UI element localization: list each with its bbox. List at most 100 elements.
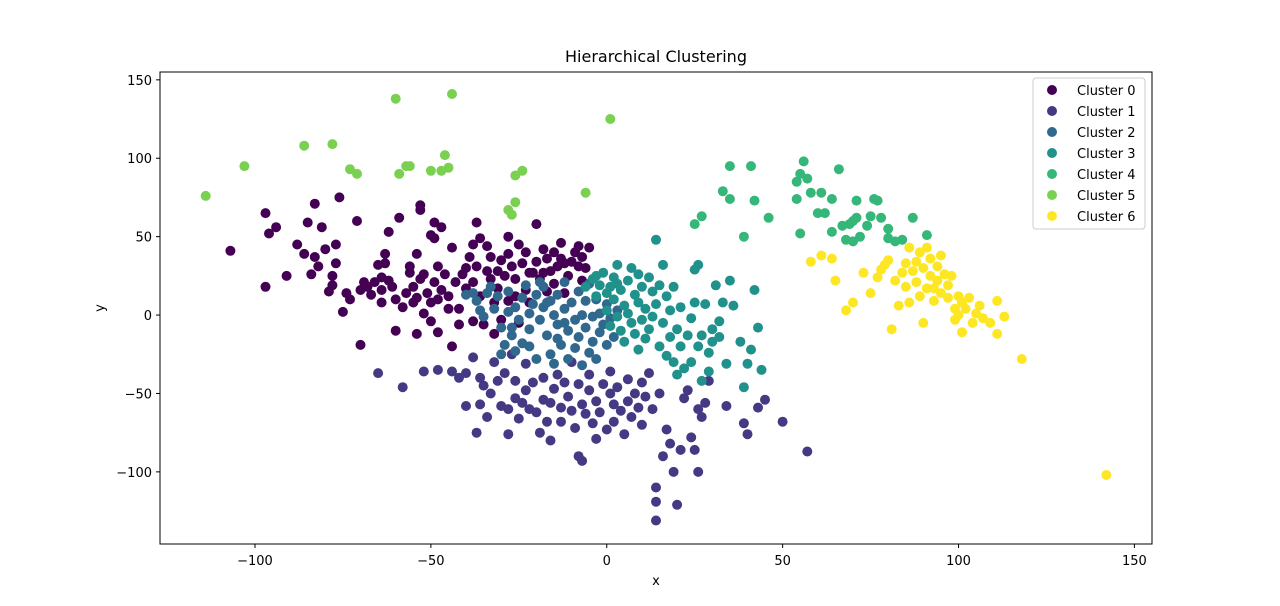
- data-point: [559, 277, 570, 288]
- data-point: [816, 250, 827, 261]
- data-point: [380, 258, 391, 269]
- data-point: [605, 388, 616, 399]
- data-point: [862, 220, 873, 231]
- data-point: [517, 292, 528, 303]
- data-point: [640, 303, 651, 314]
- data-point: [928, 295, 939, 306]
- data-point: [503, 404, 514, 415]
- data-point: [890, 275, 901, 286]
- data-point: [805, 187, 816, 198]
- data-point: [661, 291, 672, 302]
- data-point: [974, 300, 985, 311]
- x-tick-label: 100: [946, 554, 971, 569]
- data-point: [524, 308, 535, 319]
- data-point: [644, 324, 654, 335]
- data-point: [443, 303, 454, 314]
- data-point: [644, 272, 654, 283]
- data-point: [848, 297, 858, 308]
- data-point: [928, 283, 939, 294]
- data-point: [791, 194, 802, 204]
- data-point: [721, 358, 732, 369]
- data-point: [309, 198, 320, 209]
- data-point: [647, 404, 658, 415]
- data-point: [573, 241, 584, 252]
- data-point: [506, 209, 517, 220]
- data-point: [658, 451, 668, 462]
- data-point: [749, 285, 760, 295]
- data-point: [352, 216, 362, 226]
- data-point: [742, 429, 753, 440]
- data-point: [485, 252, 496, 262]
- data-point: [492, 291, 503, 302]
- data-point: [510, 375, 521, 386]
- data-point: [791, 176, 802, 187]
- data-point: [443, 162, 454, 173]
- data-point: [911, 256, 922, 267]
- data-point: [921, 230, 932, 241]
- data-point: [517, 397, 528, 408]
- data-point: [675, 341, 686, 352]
- data-point: [471, 427, 482, 438]
- data-point: [573, 286, 584, 297]
- data-point: [724, 194, 735, 204]
- data-point: [527, 299, 538, 310]
- series-4: [689, 156, 932, 247]
- data-point: [636, 314, 647, 325]
- data-point: [527, 377, 538, 388]
- data-point: [760, 394, 770, 405]
- data-point: [658, 317, 668, 328]
- data-point: [693, 466, 704, 477]
- data-point: [563, 391, 574, 402]
- data-point: [447, 242, 457, 253]
- data-point: [496, 314, 507, 325]
- data-point: [633, 344, 644, 355]
- data-point: [612, 259, 623, 270]
- data-point: [450, 277, 461, 288]
- data-point: [693, 404, 704, 415]
- data-point: [826, 253, 837, 264]
- data-point: [914, 247, 925, 258]
- data-point: [542, 330, 552, 341]
- data-point: [707, 324, 718, 335]
- legend-marker: [1047, 190, 1057, 200]
- data-point: [636, 419, 647, 430]
- data-point: [935, 250, 946, 261]
- data-point: [703, 375, 714, 386]
- data-point: [373, 368, 384, 379]
- data-point: [503, 306, 514, 317]
- data-point: [865, 211, 876, 222]
- data-point: [390, 294, 401, 305]
- data-point: [337, 306, 348, 317]
- data-point: [644, 368, 654, 379]
- data-point: [665, 305, 676, 316]
- data-point: [559, 317, 570, 328]
- data-point: [651, 299, 661, 310]
- data-point: [281, 270, 292, 281]
- data-point: [439, 150, 450, 161]
- data-point: [418, 366, 429, 377]
- data-point: [925, 270, 936, 281]
- data-point: [805, 256, 816, 267]
- series-6: [805, 242, 1112, 480]
- data-point: [1016, 354, 1027, 364]
- data-point: [756, 364, 767, 375]
- data-point: [411, 248, 422, 259]
- data-point: [626, 412, 637, 422]
- data-point: [422, 288, 433, 299]
- data-point: [802, 173, 813, 184]
- data-point: [225, 245, 236, 256]
- data-point: [668, 281, 679, 292]
- data-point: [520, 358, 531, 369]
- data-point: [964, 292, 975, 303]
- data-point: [587, 418, 598, 429]
- data-point: [563, 325, 574, 336]
- data-point: [475, 233, 486, 244]
- data-point: [531, 354, 542, 364]
- data-point: [309, 252, 320, 262]
- data-point: [566, 256, 577, 267]
- series-5: [200, 89, 616, 220]
- data-point: [661, 350, 672, 361]
- data-point: [651, 515, 661, 526]
- data-point: [851, 212, 862, 223]
- data-point: [475, 399, 486, 410]
